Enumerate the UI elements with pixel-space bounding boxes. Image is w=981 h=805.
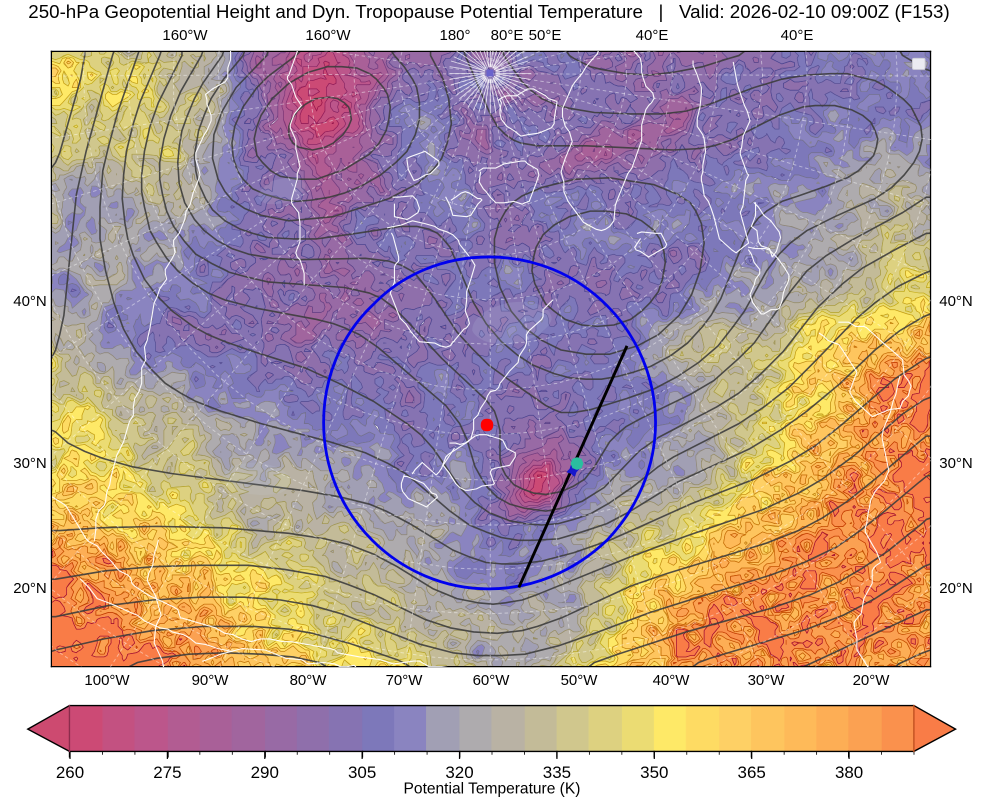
svg-text:40°E: 40°E <box>636 27 669 44</box>
svg-text:30°N: 30°N <box>13 455 47 472</box>
svg-text:365: 365 <box>738 763 766 782</box>
svg-text:290: 290 <box>251 763 279 782</box>
svg-text:20°N: 20°N <box>939 580 973 597</box>
svg-text:160°W: 160°W <box>162 27 208 44</box>
svg-text:180°: 180° <box>439 27 470 44</box>
svg-text:320: 320 <box>445 763 473 782</box>
svg-text:260: 260 <box>56 763 84 782</box>
svg-text:80°E: 80°E <box>491 27 524 44</box>
svg-text:350: 350 <box>640 763 668 782</box>
svg-text:30°W: 30°W <box>748 672 786 689</box>
svg-text:40°N: 40°N <box>13 293 47 310</box>
svg-text:60°W: 60°W <box>473 672 511 689</box>
svg-text:50°E: 50°E <box>529 27 562 44</box>
svg-text:40°E: 40°E <box>781 27 814 44</box>
svg-text:70°W: 70°W <box>386 672 424 689</box>
svg-text:250-hPa Geopotential Height an: 250-hPa Geopotential Height and Dyn. Tro… <box>28 1 949 22</box>
svg-text:80°W: 80°W <box>290 672 328 689</box>
svg-text:40°N: 40°N <box>939 293 973 310</box>
svg-text:380: 380 <box>835 763 863 782</box>
svg-text:20°N: 20°N <box>13 580 47 597</box>
svg-text:20°W: 20°W <box>853 672 891 689</box>
svg-text:305: 305 <box>348 763 376 782</box>
svg-text:160°W: 160°W <box>305 27 351 44</box>
svg-text:100°W: 100°W <box>84 672 130 689</box>
svg-text:90°W: 90°W <box>192 672 230 689</box>
svg-text:40°W: 40°W <box>653 672 691 689</box>
svg-text:Potential Temperature (K): Potential Temperature (K) <box>404 780 581 797</box>
svg-text:335: 335 <box>543 763 571 782</box>
svg-text:275: 275 <box>153 763 181 782</box>
svg-text:30°N: 30°N <box>939 455 973 472</box>
svg-text:50°W: 50°W <box>561 672 599 689</box>
